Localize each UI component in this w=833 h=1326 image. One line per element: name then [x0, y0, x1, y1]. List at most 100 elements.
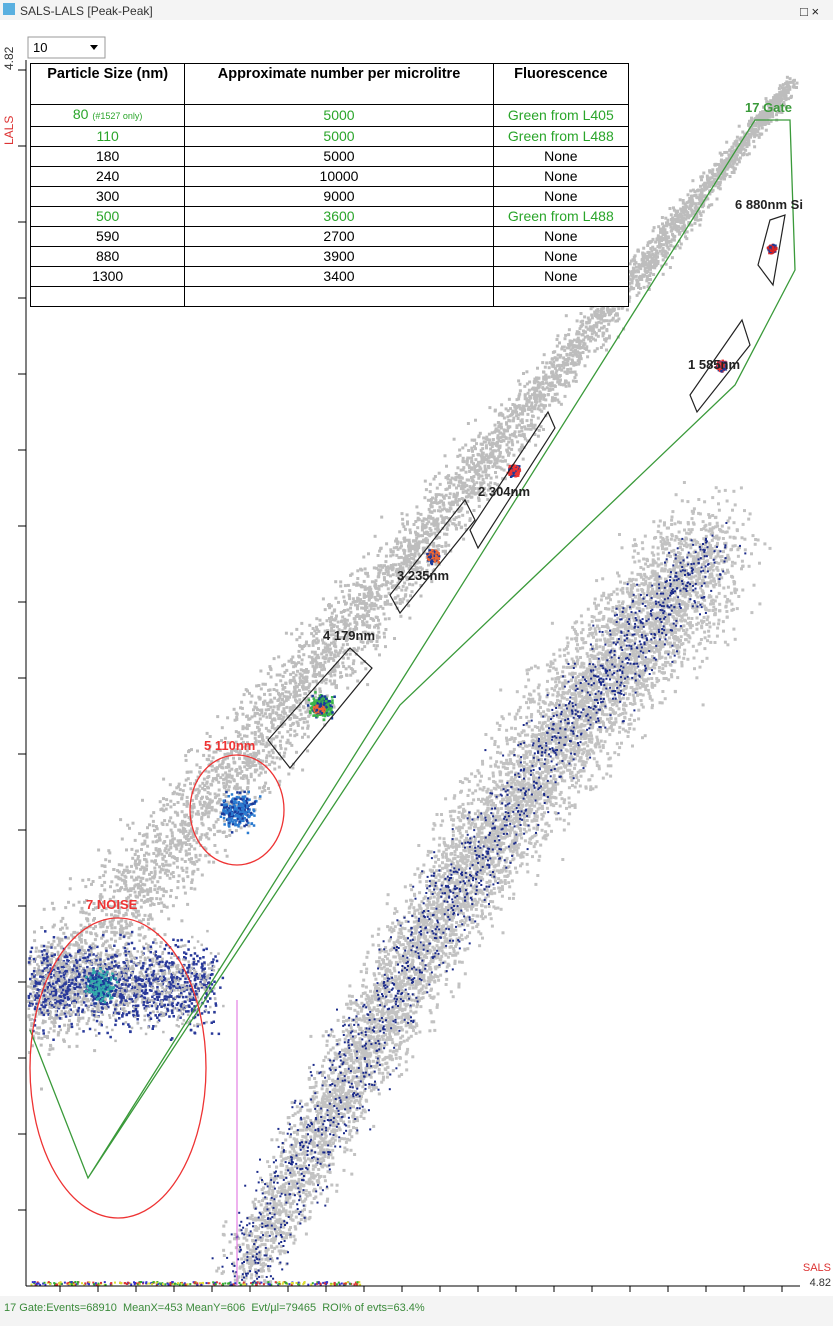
event — [184, 841, 187, 845]
event — [113, 904, 117, 908]
event — [87, 878, 91, 882]
event — [153, 872, 157, 876]
event — [285, 668, 289, 672]
event — [313, 629, 317, 633]
event — [102, 900, 105, 904]
event — [307, 689, 311, 693]
event — [488, 438, 492, 442]
event — [690, 198, 694, 202]
event — [428, 527, 432, 530]
event — [289, 672, 293, 676]
event — [235, 715, 239, 719]
event — [272, 688, 276, 691]
event — [504, 407, 508, 411]
event — [556, 353, 560, 357]
event — [525, 404, 529, 408]
event — [216, 818, 220, 821]
event — [355, 581, 359, 585]
event — [330, 611, 334, 615]
dropdown-arrow — [90, 45, 98, 50]
event — [104, 953, 108, 957]
event — [692, 216, 696, 220]
event — [605, 328, 609, 331]
event — [739, 143, 743, 147]
event — [424, 532, 428, 535]
event — [119, 930, 123, 934]
event — [481, 470, 485, 474]
event — [284, 747, 288, 751]
event — [666, 245, 670, 249]
event — [240, 706, 244, 710]
event — [713, 163, 717, 167]
event — [526, 424, 530, 428]
event — [317, 647, 320, 650]
dropdown[interactable] — [27, 36, 106, 59]
event — [361, 623, 365, 627]
event — [110, 926, 114, 930]
event — [769, 109, 773, 112]
event — [257, 684, 261, 687]
event — [110, 930, 114, 934]
event — [538, 408, 542, 412]
event — [349, 602, 353, 606]
event — [688, 204, 692, 208]
event — [165, 844, 169, 848]
event — [363, 602, 367, 606]
event — [685, 230, 689, 234]
window-controls[interactable]: □ × — [800, 4, 819, 19]
event — [194, 853, 198, 857]
event — [119, 901, 122, 905]
event — [671, 220, 675, 224]
event — [67, 1027, 70, 1031]
event — [459, 468, 463, 472]
event — [105, 929, 108, 933]
event — [784, 98, 788, 102]
event — [599, 314, 603, 318]
event — [723, 177, 726, 181]
event — [360, 568, 364, 572]
event — [277, 765, 281, 769]
event — [328, 617, 331, 620]
event — [688, 197, 692, 200]
event — [58, 941, 62, 945]
event — [146, 826, 149, 830]
event — [646, 255, 650, 259]
event — [205, 780, 209, 784]
event — [357, 614, 361, 618]
event — [145, 867, 148, 871]
event — [341, 661, 345, 665]
event — [192, 802, 196, 806]
event — [470, 466, 473, 470]
event — [264, 726, 268, 730]
event — [468, 485, 472, 489]
event — [177, 828, 181, 832]
event — [265, 701, 269, 705]
event — [271, 711, 275, 715]
event — [209, 782, 213, 786]
event — [780, 111, 784, 114]
event — [775, 97, 779, 101]
event — [631, 258, 635, 262]
event — [263, 682, 267, 686]
event — [134, 1005, 137, 1009]
event — [385, 566, 389, 569]
event — [423, 526, 427, 530]
event — [700, 191, 704, 195]
event — [718, 165, 722, 169]
event — [463, 481, 467, 485]
event — [383, 564, 386, 568]
event — [117, 863, 121, 867]
event — [37, 1036, 41, 1040]
event — [526, 391, 530, 395]
event — [670, 256, 674, 260]
event — [137, 891, 141, 894]
event — [143, 889, 147, 893]
event — [565, 353, 569, 357]
event — [682, 216, 686, 220]
event — [292, 676, 296, 679]
event — [57, 1003, 61, 1007]
event — [343, 584, 347, 588]
event — [135, 866, 139, 870]
event — [440, 508, 444, 512]
event — [490, 445, 494, 448]
